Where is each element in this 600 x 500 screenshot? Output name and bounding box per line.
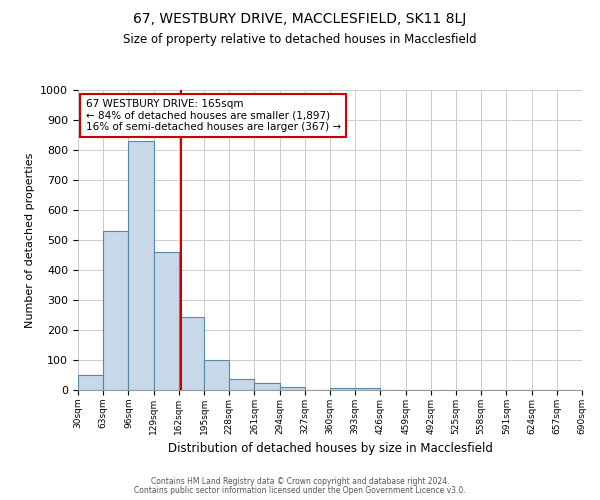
Text: Contains public sector information licensed under the Open Government Licence v3: Contains public sector information licen… — [134, 486, 466, 495]
Bar — [280, 387, 305, 390]
Bar — [254, 384, 280, 390]
Bar — [179, 316, 204, 390]
Bar — [330, 388, 355, 390]
X-axis label: Distribution of detached houses by size in Macclesfield: Distribution of detached houses by size … — [167, 442, 493, 456]
Text: 67 WESTBURY DRIVE: 165sqm
← 84% of detached houses are smaller (1,897)
16% of se: 67 WESTBURY DRIVE: 165sqm ← 84% of detac… — [86, 99, 341, 132]
Bar — [154, 252, 179, 390]
Bar — [103, 231, 128, 390]
Bar — [128, 141, 154, 390]
Bar — [204, 360, 229, 390]
Text: Size of property relative to detached houses in Macclesfield: Size of property relative to detached ho… — [123, 32, 477, 46]
Text: 67, WESTBURY DRIVE, MACCLESFIELD, SK11 8LJ: 67, WESTBURY DRIVE, MACCLESFIELD, SK11 8… — [133, 12, 467, 26]
Bar — [229, 379, 254, 390]
Y-axis label: Number of detached properties: Number of detached properties — [25, 152, 35, 328]
Bar — [78, 375, 103, 390]
Bar — [355, 388, 380, 390]
Text: Contains HM Land Registry data © Crown copyright and database right 2024.: Contains HM Land Registry data © Crown c… — [151, 477, 449, 486]
